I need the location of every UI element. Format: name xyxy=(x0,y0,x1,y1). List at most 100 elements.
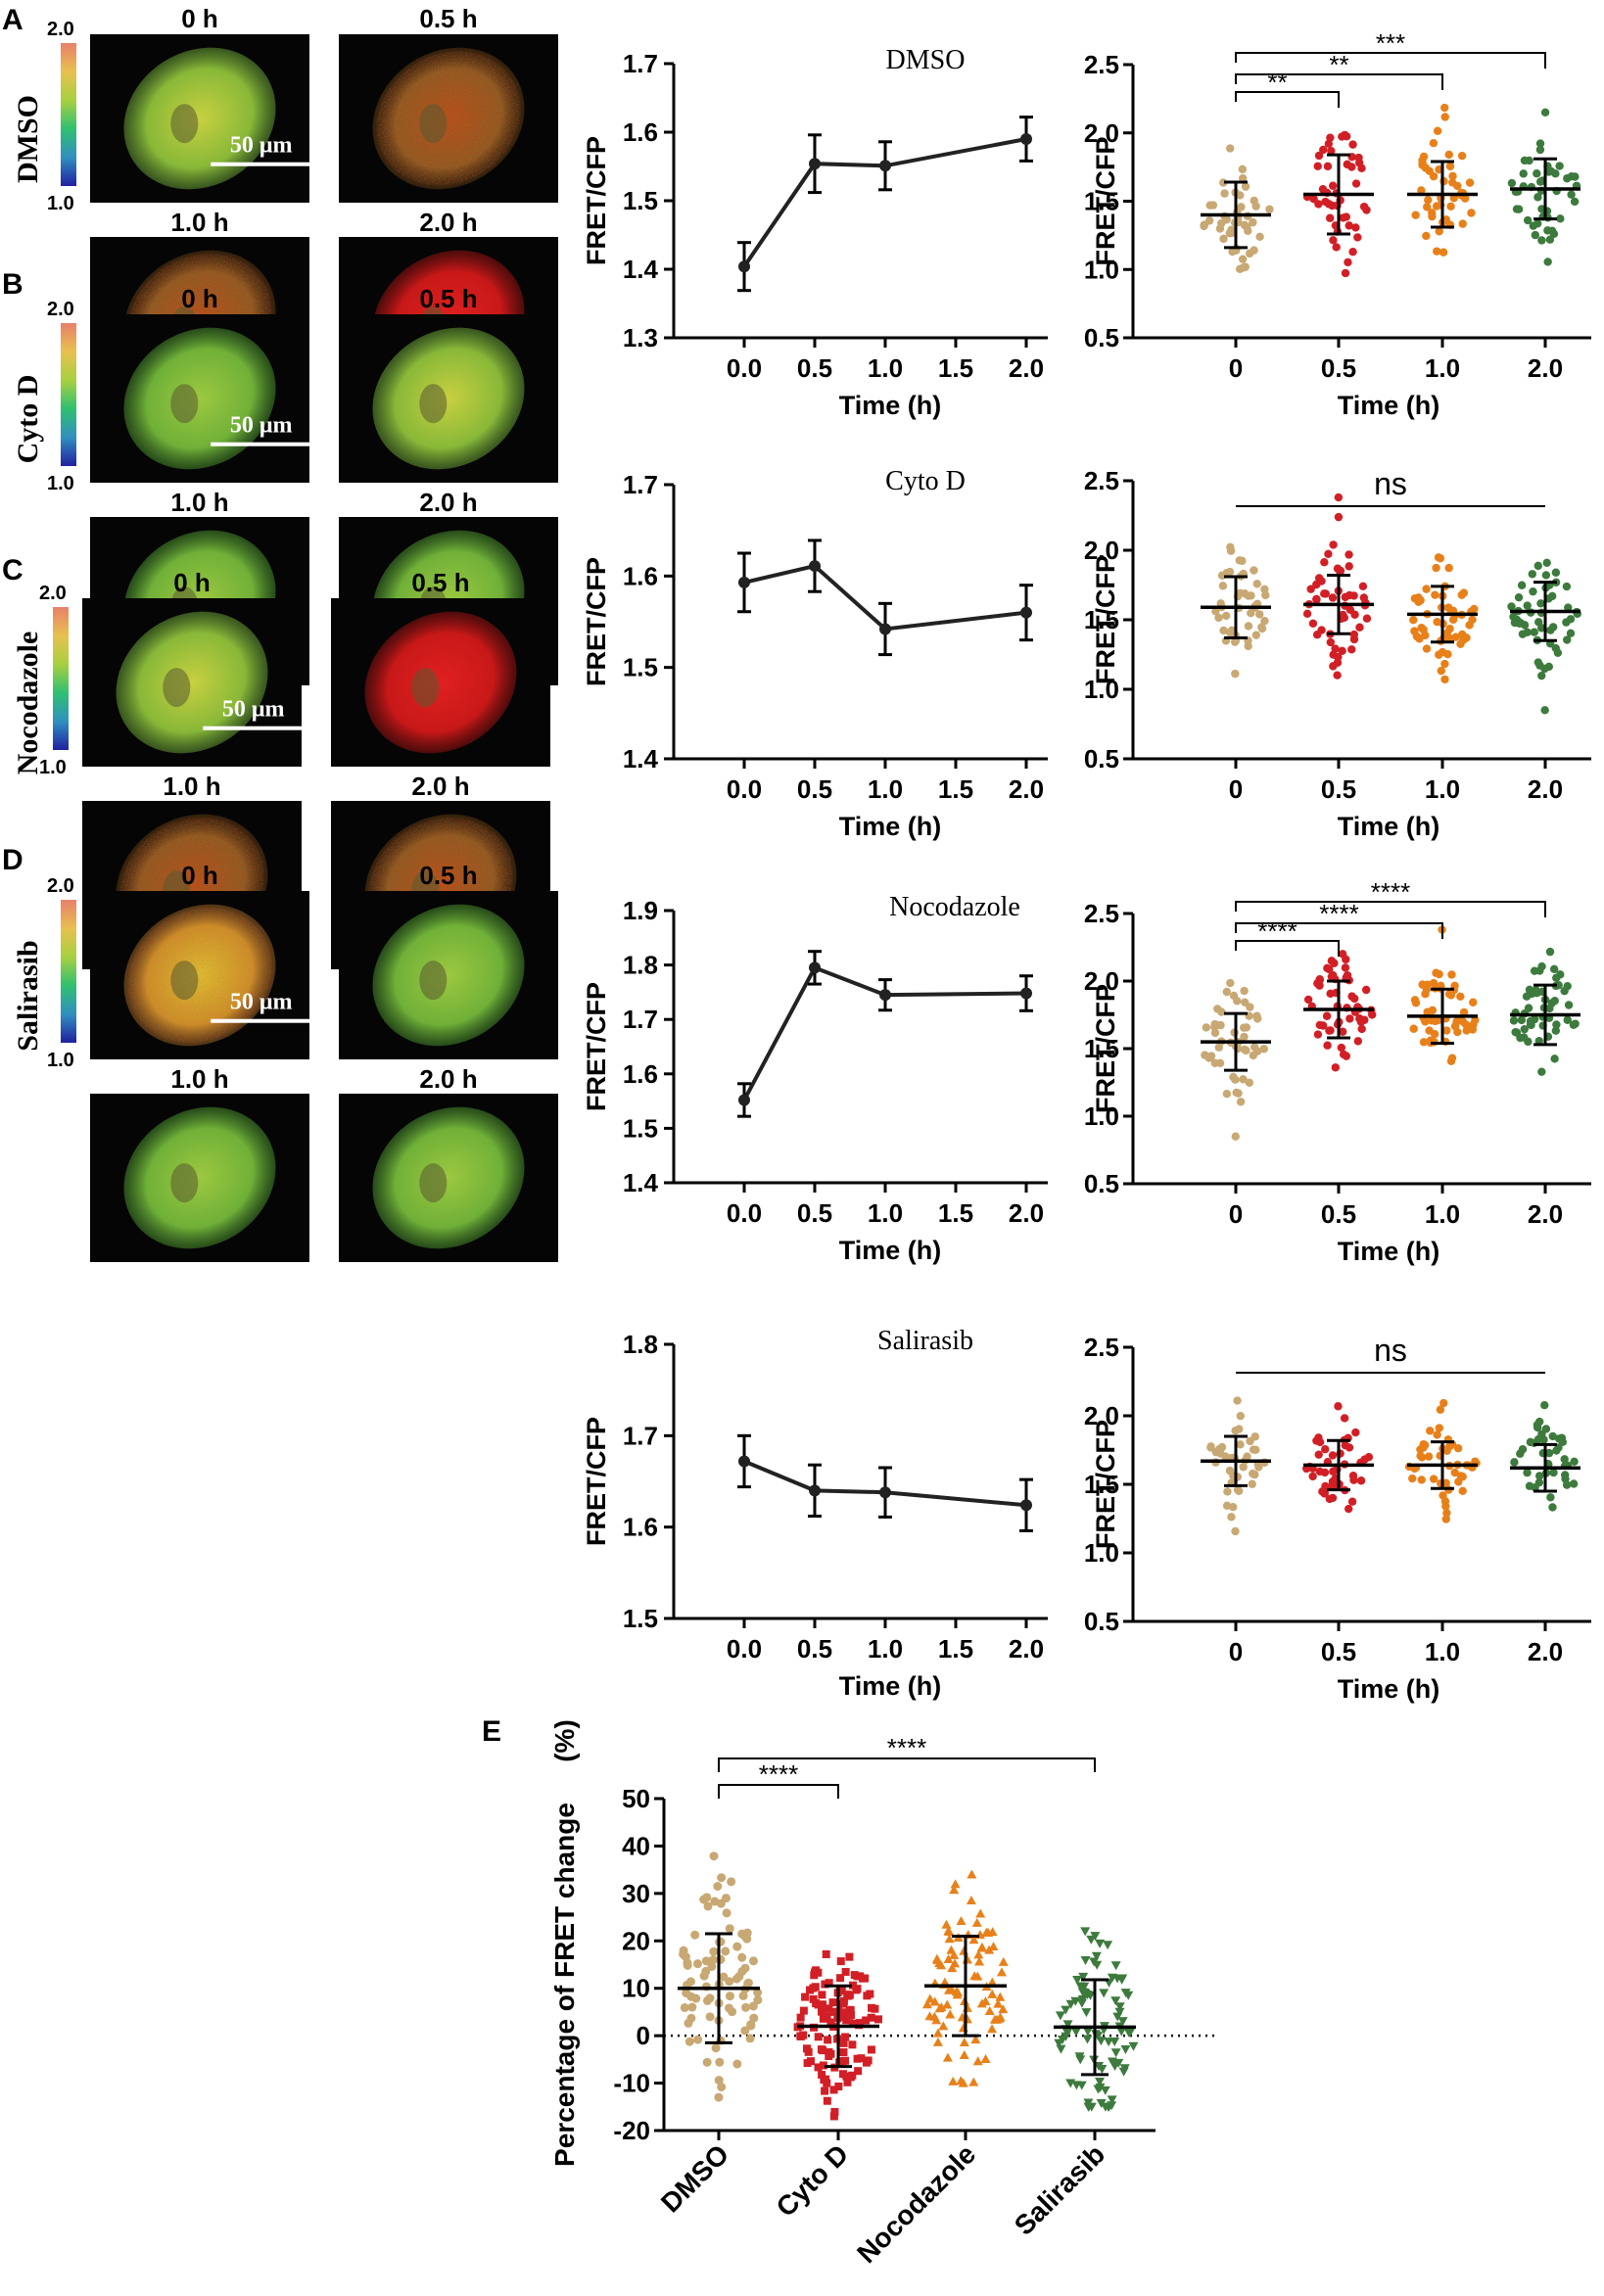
scatter-point xyxy=(1321,197,1330,207)
scatter-point xyxy=(1239,1075,1248,1084)
scatter-point xyxy=(709,1851,719,1861)
panel-rows: A DMSO 2.0 1.0 0 h 50 μm 0.5 h 1.0 h 2.0 h 1.3 1.4… xyxy=(2,4,1591,1704)
scatter-point xyxy=(839,1996,848,2005)
scatter-point xyxy=(1219,626,1228,635)
colorbar-max-label: 2.0 xyxy=(47,299,74,320)
scatter-point xyxy=(1317,577,1326,586)
scale-bar-label: 50 μm xyxy=(222,696,285,722)
colorbar-min-label: 1.0 xyxy=(47,473,74,494)
scatter-point xyxy=(1359,202,1369,211)
scatter-point xyxy=(824,2036,832,2044)
scatter-point xyxy=(853,2054,862,2063)
scatter-point xyxy=(829,2085,838,2094)
scatter-point xyxy=(943,1985,954,1994)
colorbar-min-label: 1.0 xyxy=(47,193,74,214)
scatter-point xyxy=(1328,1493,1338,1503)
scatter-point xyxy=(1442,1026,1451,1035)
scatter-point xyxy=(737,1929,747,1939)
line-chart: 1.3 1.4 1.5 1.6 1.7 0.0 0.5 1.0 1.5 2.0 Time (h) FR… xyxy=(582,45,1048,420)
time-title: 0.5 h xyxy=(411,568,469,597)
scatter-point xyxy=(1358,582,1368,591)
scatter-point xyxy=(1560,986,1569,996)
scatter-point xyxy=(1236,1440,1245,1449)
scatter-point xyxy=(715,2057,725,2067)
scatter-point xyxy=(1440,113,1449,121)
scatter-point xyxy=(1236,1411,1245,1421)
scatter-point xyxy=(1411,999,1421,1007)
time-title: 0.5 h xyxy=(419,861,477,890)
scatter-point xyxy=(1535,139,1545,148)
scatter-point xyxy=(1457,630,1467,639)
scatter-point xyxy=(1095,2078,1106,2087)
scatter-point xyxy=(1245,249,1254,258)
x-axis-label: Time (h) xyxy=(839,391,942,420)
scatter-point xyxy=(1509,1016,1519,1025)
scatter-point xyxy=(974,1956,985,1966)
scatter-point xyxy=(1200,221,1208,231)
scatter-point xyxy=(1240,1032,1249,1042)
scatter-point xyxy=(972,1971,983,1981)
scatter-point xyxy=(1080,1955,1091,1965)
y-tick-label: 20 xyxy=(622,1926,650,1955)
scatter-point xyxy=(947,1963,958,1973)
scatter-point xyxy=(1241,182,1250,191)
scatter-point xyxy=(1556,214,1565,223)
scatter-point xyxy=(1570,1457,1579,1467)
scatter-point xyxy=(1526,1437,1535,1447)
scatter-point xyxy=(971,1917,982,1927)
scatter-point xyxy=(1355,623,1364,632)
x-tick-label: 0.5 xyxy=(797,774,832,804)
scatter-point xyxy=(1563,1015,1572,1024)
scatter-point xyxy=(1544,1448,1554,1458)
scatter-point xyxy=(1555,162,1564,170)
scatter-point xyxy=(1233,997,1242,1006)
scatter-point xyxy=(1097,2064,1108,2074)
scatter-point xyxy=(1315,1467,1325,1476)
scatter-point xyxy=(1456,639,1465,648)
panel-row-3: D Salirasib 2.0 1.0 0 h 50 μm 0.5 h 1.0 h 2.0 h 1… xyxy=(2,844,1591,1704)
series-line xyxy=(742,137,1027,268)
cell-shape xyxy=(372,327,525,470)
scatter-point xyxy=(1250,1432,1259,1441)
scatter-point xyxy=(1345,1443,1354,1452)
scatter-point xyxy=(867,2013,875,2022)
scatter-point xyxy=(1448,178,1457,187)
scatter-point xyxy=(1255,610,1264,619)
scatter-point xyxy=(707,1961,717,1971)
scatter-point xyxy=(1444,563,1453,573)
scatter-point xyxy=(1564,1001,1574,1009)
chart-title: DMSO xyxy=(886,45,966,75)
time-title: 0.5 h xyxy=(419,4,477,33)
significance-label: **** xyxy=(887,1733,926,1762)
scatter-point xyxy=(1441,1502,1450,1511)
cell-body xyxy=(364,611,517,754)
scatter-point xyxy=(1260,585,1269,593)
scatter-chart: 0.5 1.0 1.5 2.0 2.5 0 0.5 1.0 2.0 Time (h) FRET/CF… xyxy=(1084,466,1591,841)
data-point xyxy=(1020,606,1032,619)
scatter-point xyxy=(839,2038,848,2047)
scatter-point xyxy=(1070,2027,1081,2037)
scatter-point xyxy=(987,2024,998,2034)
scatter-point xyxy=(1441,1478,1450,1487)
scatter-point xyxy=(956,1916,967,1926)
scatter-point xyxy=(1520,1024,1529,1034)
line-chart: 1.4 1.5 1.6 1.7 1.8 1.9 0.0 0.5 1.0 1.5 2.0 Time (h… xyxy=(582,892,1048,1265)
y-tick-label: 1.5 xyxy=(1084,1034,1119,1063)
scatter-point xyxy=(932,2037,943,2046)
scatter-point xyxy=(1520,1033,1529,1042)
scatter-point xyxy=(1562,1480,1572,1489)
y-axis-label: FRET/CFP xyxy=(582,982,611,1111)
row-label: Nocodazole xyxy=(12,632,44,775)
scatter-point xyxy=(1110,2048,1121,2058)
scatter-point xyxy=(1562,582,1572,591)
scatter-point xyxy=(1543,226,1552,235)
scatter-point xyxy=(1226,144,1235,153)
y-tick-label: 1.5 xyxy=(623,1113,658,1143)
significance-bracket xyxy=(1235,922,1443,939)
y-tick-label: -10 xyxy=(613,2069,650,2098)
scatter-point xyxy=(976,1998,987,2008)
cell-speckle xyxy=(376,51,521,186)
scatter-point xyxy=(1338,646,1346,656)
series-line xyxy=(743,563,1027,632)
